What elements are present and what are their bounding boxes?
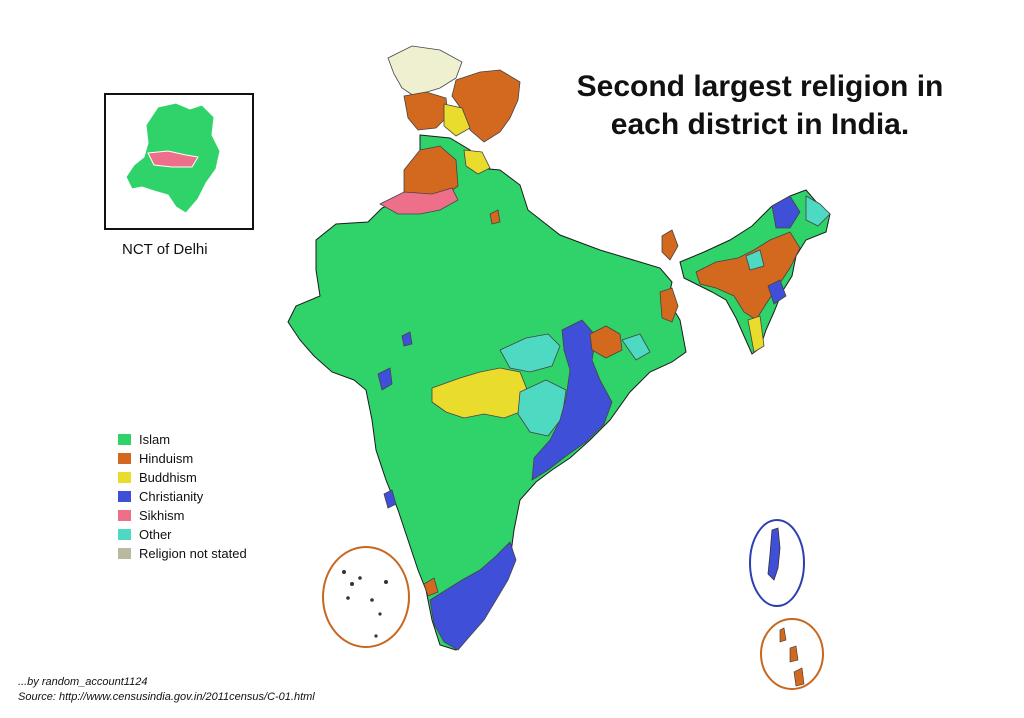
legend-swatch bbox=[118, 453, 131, 464]
map-title-line-2: each district in India. bbox=[610, 108, 910, 141]
delhi-sikhism-region bbox=[147, 150, 199, 168]
goa-christianity-region bbox=[383, 489, 397, 509]
tripura-buddhism-region bbox=[747, 315, 765, 353]
source-credit: Source: http://www.censusindia.gov.in/20… bbox=[18, 691, 315, 703]
legend-label: Hinduism bbox=[139, 451, 194, 466]
legend-swatch bbox=[118, 472, 131, 483]
legend-swatch bbox=[118, 510, 131, 521]
andaman-ring bbox=[749, 519, 805, 607]
legend-swatch bbox=[118, 491, 131, 502]
legend-item-hinduism: Hinduism bbox=[118, 449, 247, 468]
gujarat-christianity-region bbox=[377, 367, 393, 391]
west-bengal-hinduism-region bbox=[589, 325, 623, 359]
legend: Islam Hinduism Buddhism Christianity Sik… bbox=[118, 430, 247, 563]
punjab-sikhism-region bbox=[379, 187, 459, 215]
south-christianity-region bbox=[429, 541, 517, 651]
legend-label: Religion not stated bbox=[139, 546, 247, 561]
chhattisgarh-other-region bbox=[517, 379, 567, 437]
map-title: Second largest religion in each district… bbox=[560, 68, 960, 144]
uttarakhand-hinduism-region bbox=[489, 209, 501, 225]
map-title-line-1: Second largest religion in bbox=[576, 70, 944, 103]
author-credit: ...by random_account1124 bbox=[18, 676, 148, 688]
bengal-hinduism-region bbox=[659, 287, 679, 323]
andaman-christianity-island bbox=[767, 527, 781, 581]
legend-item-christianity: Christianity bbox=[118, 487, 247, 506]
mp-christianity-region bbox=[401, 331, 413, 347]
sikkim-hinduism-region bbox=[661, 229, 679, 261]
northeast-christianity-region bbox=[771, 195, 801, 229]
legend-swatch bbox=[118, 434, 131, 445]
lakshadweep-islands bbox=[342, 570, 388, 638]
legend-label: Sikhism bbox=[139, 508, 185, 523]
legend-item-not-stated: Religion not stated bbox=[118, 544, 247, 563]
kashmir-valley-region bbox=[403, 91, 449, 131]
central-other-region bbox=[499, 333, 561, 373]
himachal-buddhism-region bbox=[463, 149, 491, 175]
legend-label: Buddhism bbox=[139, 470, 197, 485]
legend-item-buddhism: Buddhism bbox=[118, 468, 247, 487]
legend-item-islam: Islam bbox=[118, 430, 247, 449]
ladakh-buddhism-region bbox=[443, 103, 471, 137]
northeast-other-region bbox=[805, 195, 831, 227]
kerala-hinduism-region bbox=[423, 577, 439, 597]
meghalaya-other-region bbox=[745, 249, 765, 271]
lakshadweep-ring bbox=[322, 546, 410, 648]
credit-block: ...by random_account1124 Source: http://… bbox=[18, 675, 315, 705]
legend-label: Christianity bbox=[139, 489, 204, 504]
nicobar-islands bbox=[779, 627, 805, 687]
delhi-inset-frame bbox=[104, 93, 254, 230]
legend-swatch bbox=[118, 548, 131, 559]
northeast-hinduism-region bbox=[695, 231, 801, 321]
east-christianity-region bbox=[531, 319, 613, 481]
legend-label: Islam bbox=[139, 432, 171, 447]
delhi-inset-map bbox=[125, 102, 221, 214]
legend-swatch bbox=[118, 529, 131, 540]
legend-item-sikhism: Sikhism bbox=[118, 506, 247, 525]
legend-item-other: Other bbox=[118, 525, 247, 544]
kashmir-unclaimed-region bbox=[387, 45, 463, 97]
nicobar-ring bbox=[760, 618, 824, 690]
legend-label: Other bbox=[139, 527, 172, 542]
manipur-christianity-region bbox=[767, 279, 787, 305]
delhi-inset-label: NCT of Delhi bbox=[122, 241, 208, 258]
jharkhand-other-region bbox=[621, 333, 651, 361]
